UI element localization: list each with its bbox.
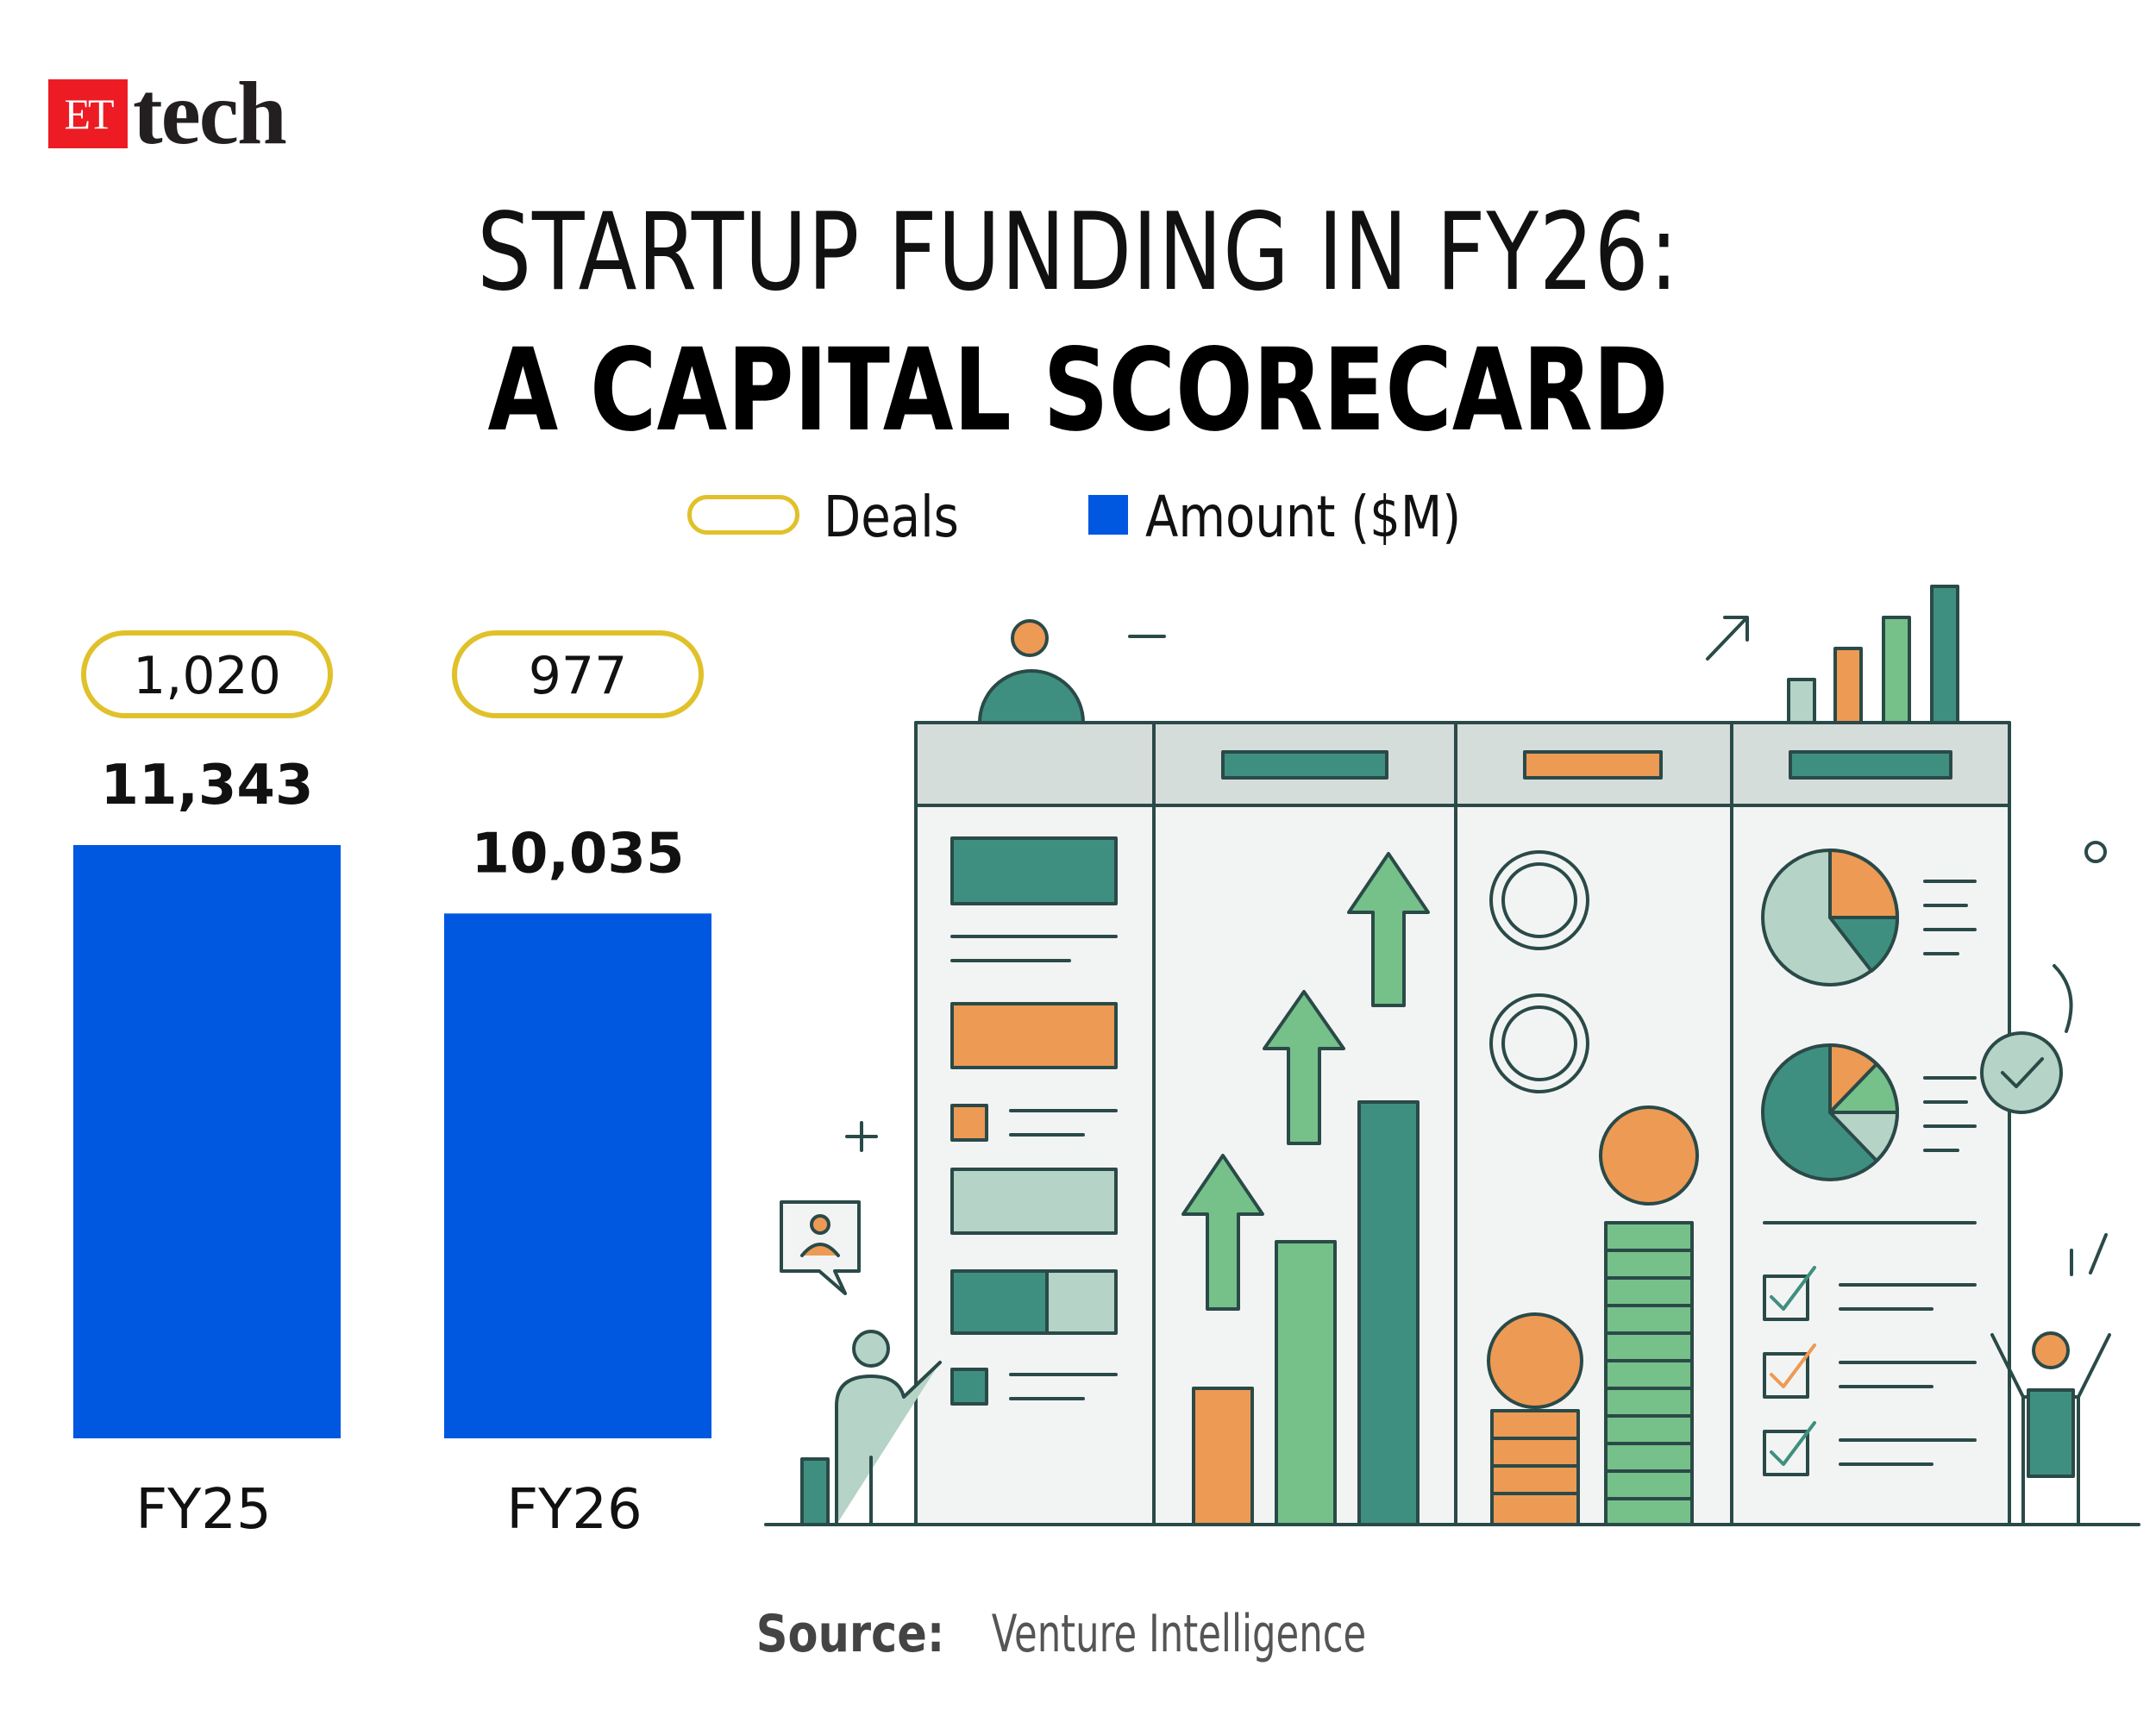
legend-amount-swatch bbox=[1088, 495, 1128, 535]
data-label-amount-fy26: 10,035 bbox=[472, 822, 685, 886]
chart-legend: Deals Amount ($M) bbox=[0, 483, 2156, 552]
source-label: Source: bbox=[756, 1604, 945, 1664]
bar-amount-fy25 bbox=[73, 845, 341, 1438]
bar-amount-fy26 bbox=[444, 913, 711, 1438]
page-title-line-2: A CAPITAL SCORECARD bbox=[487, 324, 1669, 457]
bar-chart: 11,343 1,020 FY25 10,035 977 FY26 bbox=[73, 630, 711, 1542]
deals-pill-fy26 bbox=[452, 630, 704, 718]
et-tech-logo: ET tech bbox=[48, 62, 287, 163]
data-label-deals-fy26: 977 bbox=[529, 646, 628, 706]
page-title-line-1: STARTUP FUNDING IN FY26: bbox=[477, 191, 1679, 315]
source-value: Venture Intelligence bbox=[992, 1604, 1367, 1664]
x-tick-label-fy26: FY26 bbox=[506, 1478, 642, 1542]
logo-et-box: ET bbox=[48, 79, 128, 148]
source-note: Source: Venture Intelligence bbox=[0, 1600, 2156, 1669]
legend-deals-label: Deals bbox=[824, 484, 959, 550]
legend-amount-label: Amount ($M) bbox=[1145, 484, 1462, 550]
x-tick-label-fy25: FY25 bbox=[135, 1478, 271, 1542]
logo-tech-word: tech bbox=[133, 64, 287, 163]
data-label-deals-fy25: 1,020 bbox=[133, 646, 281, 706]
data-label-amount-fy25: 11,343 bbox=[101, 754, 314, 817]
legend-deals-swatch bbox=[687, 495, 799, 535]
deals-pill-fy25 bbox=[81, 630, 333, 718]
